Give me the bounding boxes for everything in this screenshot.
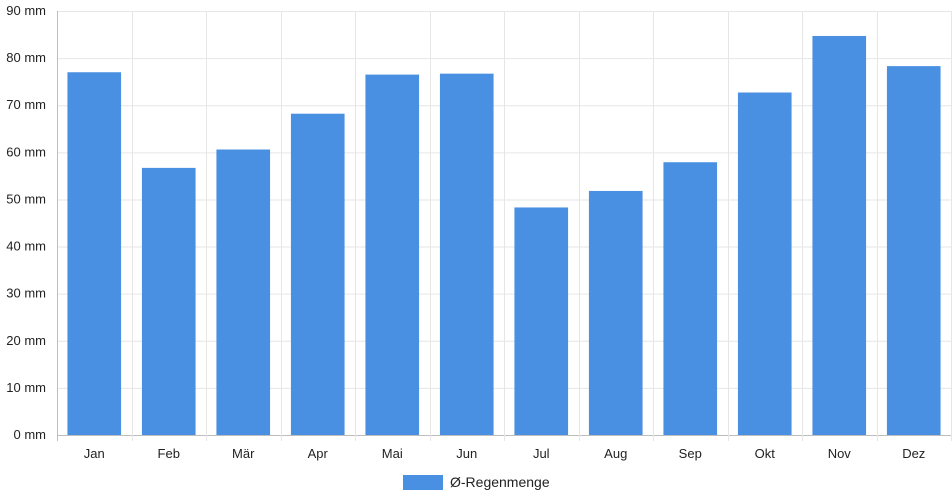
- bar-aug: [588, 190, 643, 435]
- y-tick-label: 60 mm: [6, 144, 46, 159]
- bar-jun: [439, 73, 494, 435]
- y-tick-label: 90 mm: [6, 3, 46, 18]
- y-tick-label: 70 mm: [6, 97, 46, 112]
- legend-label: Ø-Regenmenge: [450, 474, 550, 490]
- x-tick-label: Aug: [604, 446, 627, 461]
- y-tick-label: 20 mm: [6, 333, 46, 348]
- y-tick-label: 50 mm: [6, 191, 46, 206]
- bar-apr: [290, 113, 345, 436]
- x-tick-label: Mär: [232, 446, 255, 461]
- x-tick-label: Jan: [84, 446, 105, 461]
- bar-nov: [812, 35, 867, 436]
- bar-dez: [886, 66, 941, 436]
- x-tick-label: Nov: [828, 446, 852, 461]
- y-axis: 0 mm 10 mm 20 mm 30 mm 40 mm 50 mm 60 mm 70 mm 8…: [6, 3, 46, 442]
- x-tick-label: Mai: [382, 446, 403, 461]
- bar-jul: [514, 207, 569, 435]
- y-tick-label: 30 mm: [6, 286, 46, 301]
- bar-okt: [737, 92, 792, 435]
- bar-feb: [141, 167, 196, 435]
- x-tick-label: Sep: [679, 446, 702, 461]
- x-tick-label: Apr: [308, 446, 329, 461]
- x-tick-label: Okt: [755, 446, 776, 461]
- x-tick-label: Dez: [902, 446, 925, 461]
- y-tick-label: 10 mm: [6, 380, 46, 395]
- legend: Ø-Regenmenge: [403, 474, 550, 490]
- bar-sep: [663, 162, 718, 435]
- bar-mai: [365, 74, 420, 435]
- y-tick-label: 0 mm: [14, 427, 47, 442]
- x-tick-label: Feb: [158, 446, 180, 461]
- bars: [67, 35, 941, 436]
- bar-mär: [216, 149, 271, 436]
- x-tick-label: Jun: [456, 446, 477, 461]
- x-axis: Jan Feb Mär Apr Mai Jun Jul Aug Sep Okt Nov Dez: [84, 446, 926, 461]
- y-tick-label: 40 mm: [6, 239, 46, 254]
- bar-jan: [67, 72, 122, 435]
- legend-swatch: [403, 475, 443, 490]
- y-tick-label: 80 mm: [6, 50, 46, 65]
- x-tick-label: Jul: [533, 446, 550, 461]
